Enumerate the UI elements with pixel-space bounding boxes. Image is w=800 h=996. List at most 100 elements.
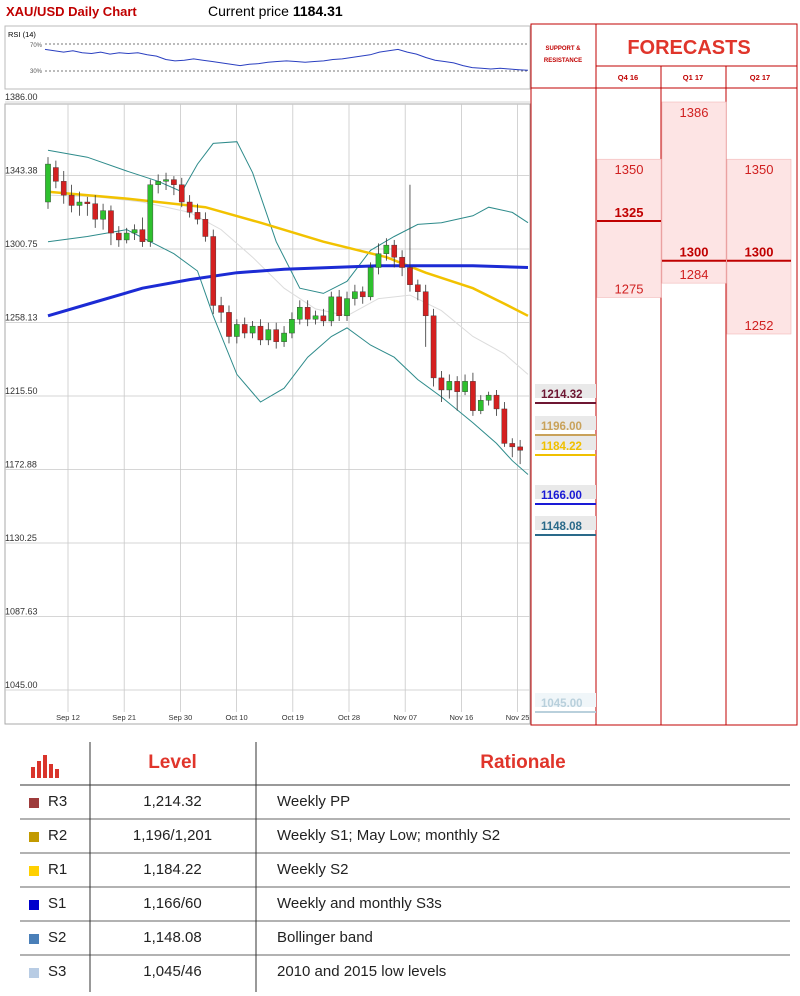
candle-body xyxy=(257,325,264,341)
x-tick-label: Nov 25 xyxy=(506,713,530,722)
level-code: R2 xyxy=(48,827,68,844)
x-tick-label: Nov 16 xyxy=(450,713,474,722)
level-value: 1,045/46 xyxy=(143,963,202,980)
candle-body xyxy=(485,394,492,401)
forecast-high: 1350 xyxy=(615,162,644,177)
level-code: R1 xyxy=(48,861,68,878)
candle-body xyxy=(60,181,67,196)
x-tick-label: Nov 07 xyxy=(393,713,417,722)
current-price: Current price 1184.31 xyxy=(208,3,343,19)
forecast-range xyxy=(726,158,792,335)
forecast-low: 1284 xyxy=(680,267,709,282)
candle-body xyxy=(226,312,232,337)
level-value: 1,148.08 xyxy=(143,929,202,946)
candle-body xyxy=(493,394,500,410)
candle-body xyxy=(53,167,59,182)
chart-title: XAU/USD Daily Chart xyxy=(6,4,137,19)
level-code: S3 xyxy=(48,963,67,980)
candle-body xyxy=(265,329,272,341)
candle-body xyxy=(210,236,217,306)
table-row: R3 1,214.32 Weekly PP xyxy=(0,786,800,820)
table-row: R2 1,196/1,201 Weekly S1; May Low; monthly… xyxy=(0,820,800,854)
price-chart: RSI (14) 70% 30% 1386.00 1343.38 1300.75 12… xyxy=(4,23,798,726)
moving-average-yellow xyxy=(47,190,529,317)
candle-body xyxy=(273,329,279,342)
level-color-swatch xyxy=(29,866,39,876)
candle-body xyxy=(328,296,335,322)
forecast-low: 1252 xyxy=(745,318,774,333)
candles xyxy=(45,157,523,465)
candle-body xyxy=(249,325,256,334)
level-color-swatch xyxy=(29,798,39,808)
candle-body xyxy=(147,184,154,242)
level-rationale: Weekly S1; May Low; monthly S2 xyxy=(277,827,501,844)
candle-body xyxy=(383,244,390,254)
level-value: 1,214.32 xyxy=(143,793,202,810)
forecast-mid: 1325 xyxy=(615,205,644,220)
x-tick-label: Oct 19 xyxy=(282,713,304,722)
candle-body xyxy=(84,201,91,204)
candle-body xyxy=(234,324,240,337)
forecast-range xyxy=(661,101,727,284)
candle-body xyxy=(163,179,169,182)
sr-title: RESISTANCE xyxy=(544,58,582,64)
forecast-boxes: 1350 1325 1275 1386 1300 1284 1350 1300 1252 xyxy=(596,101,792,335)
candle-body xyxy=(202,219,209,237)
candle-body xyxy=(68,194,75,206)
candle-body xyxy=(509,443,516,448)
y-tick-label: 1172.88 xyxy=(5,459,37,469)
sr-level-value: 1045.00 xyxy=(541,698,583,710)
table-row: S1 1,166/60 Weekly and monthly S3s xyxy=(0,888,800,922)
candle-body xyxy=(131,229,138,234)
x-tick-label: Sep 21 xyxy=(112,713,136,722)
x-tick-label: Oct 10 xyxy=(226,713,248,722)
sr-level-value: 1196.00 xyxy=(541,421,582,433)
quarter-q2-17: Q2 17 xyxy=(750,73,770,82)
bollinger-lower-band xyxy=(47,229,529,475)
candle-body xyxy=(446,381,453,391)
candle-body xyxy=(108,210,114,234)
candle-body xyxy=(171,179,177,185)
sr-level-band xyxy=(535,485,596,499)
forecast-range xyxy=(596,158,662,298)
x-tick-label: Oct 28 xyxy=(338,713,360,722)
candle-body xyxy=(218,305,224,313)
candle-body xyxy=(359,291,366,298)
level-code: S2 xyxy=(48,929,67,946)
forecast-high: 1350 xyxy=(745,162,774,177)
rsi-line xyxy=(44,48,529,71)
candle-body xyxy=(391,244,398,258)
support-resistance-levels: 1214.32 1196.00 1184.22 1166.00 1148.08 1045.… xyxy=(535,384,596,713)
candle-body xyxy=(501,408,508,444)
sr-level-band xyxy=(535,436,596,450)
candle-body xyxy=(155,181,161,185)
candle-body xyxy=(281,332,287,342)
current-price-label: Current price xyxy=(208,3,289,19)
y-tick-label: 1215.50 xyxy=(5,386,38,396)
forecasts-title: FORECASTS xyxy=(627,37,750,59)
forecast-high: 1386 xyxy=(680,105,709,120)
candle-body xyxy=(241,324,248,334)
level-color-swatch xyxy=(29,832,39,842)
sr-level-band xyxy=(535,416,596,430)
level-rationale: Weekly PP xyxy=(277,793,351,810)
level-rationale: Weekly and monthly S3s xyxy=(277,895,442,912)
candle-body xyxy=(462,381,468,392)
level-color-swatch xyxy=(29,934,39,944)
quarter-q1-17: Q1 17 xyxy=(683,73,703,82)
level-color-swatch xyxy=(29,900,39,910)
forecast-mid: 1300 xyxy=(745,245,774,260)
level-code: S1 xyxy=(48,895,67,912)
candle-body xyxy=(352,291,358,299)
candle-body xyxy=(92,203,99,220)
y-tick-label: 1130.25 xyxy=(5,533,37,543)
candle-body xyxy=(178,184,185,203)
candle-body xyxy=(312,315,319,320)
y-tick-label: 1343.38 xyxy=(5,165,38,175)
sr-title: SUPPORT & xyxy=(545,46,581,52)
level-rationale: 2010 and 2015 low levels xyxy=(277,963,447,980)
rsi-label: RSI (14) xyxy=(8,30,36,39)
candle-body xyxy=(477,400,484,411)
sr-level-value: 1148.08 xyxy=(541,521,583,533)
forecast-low: 1275 xyxy=(615,281,644,296)
